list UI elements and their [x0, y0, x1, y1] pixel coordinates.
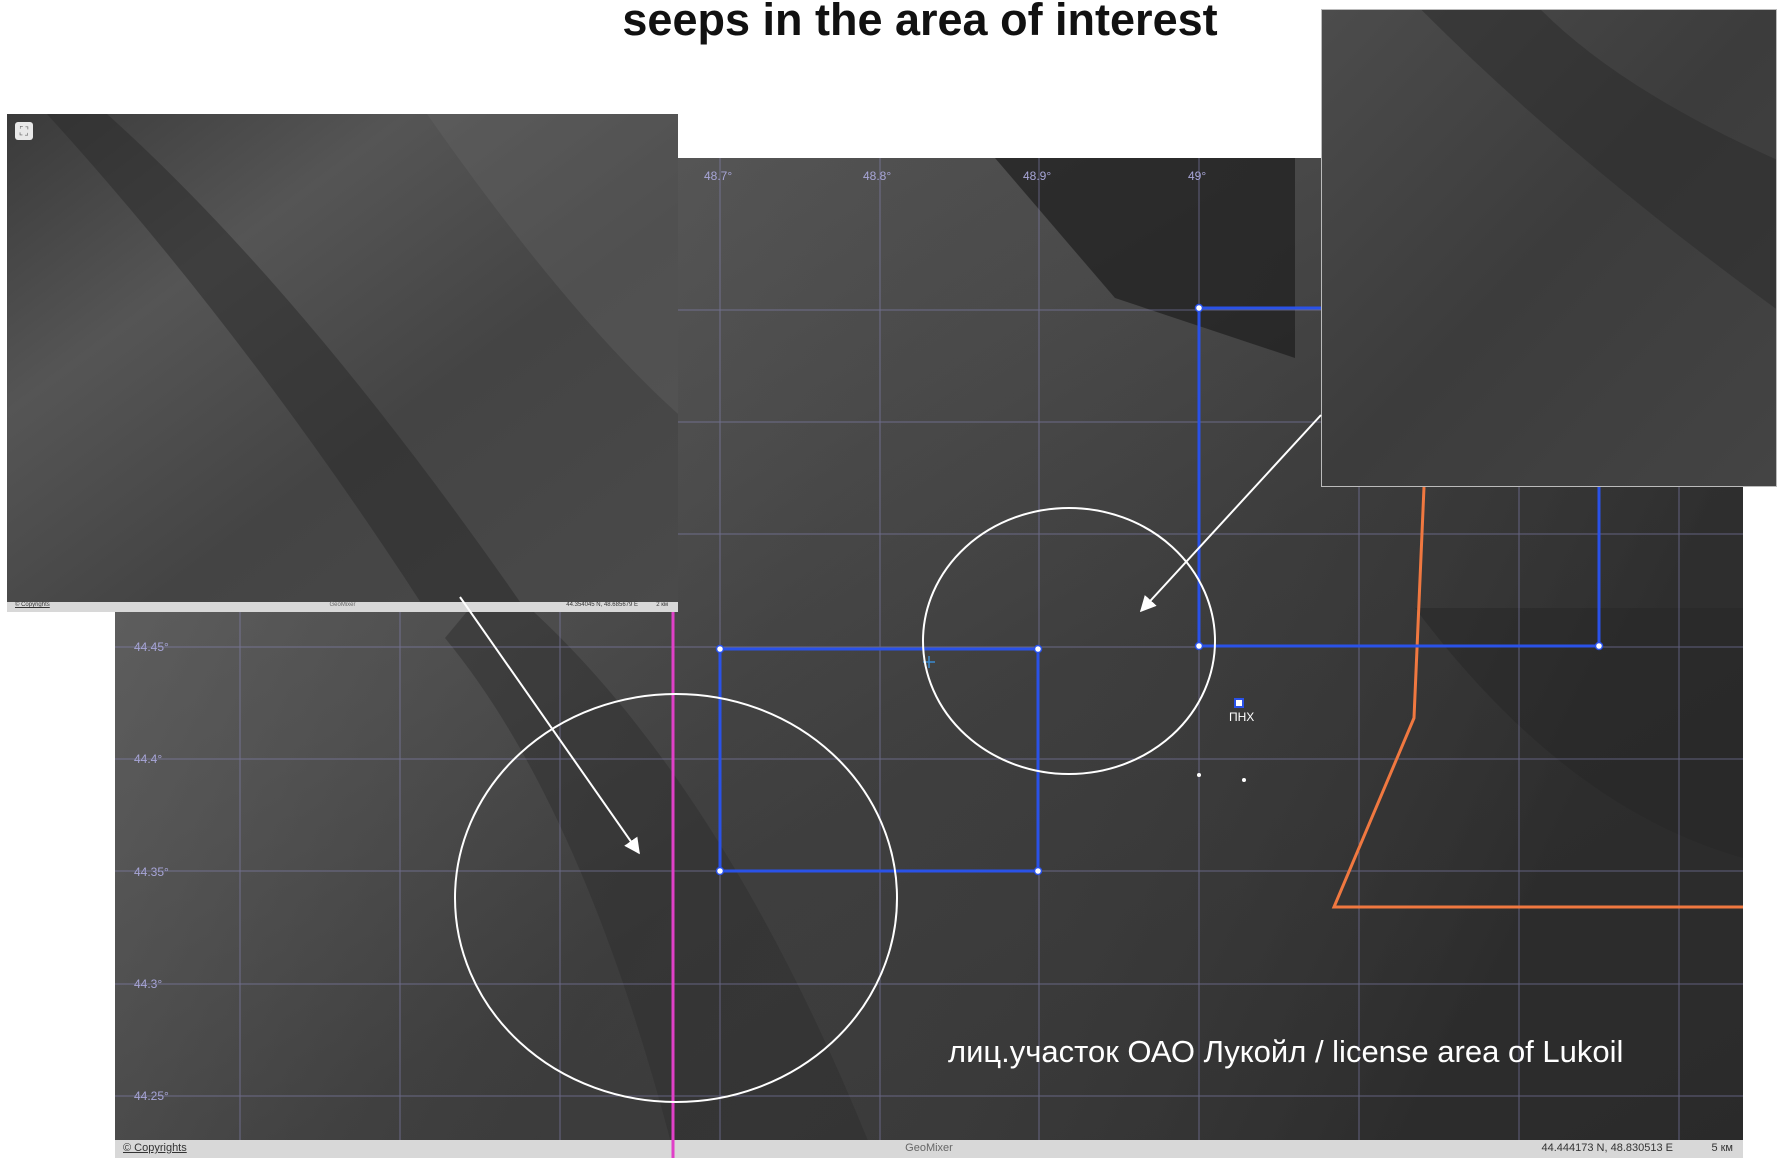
- inset-right-map[interactable]: [1321, 9, 1777, 487]
- inset-geomixer-brand: GeoMixer: [329, 602, 356, 608]
- lat-tick-44-35: 44.35°: [134, 865, 169, 879]
- inset-right-sar-image: [1322, 10, 1776, 486]
- lat-tick-44-45: 44.45°: [134, 640, 169, 654]
- inset-left-statusbar: © Copyrights GeoMixer 44.354045 N, 48.68…: [7, 602, 678, 612]
- geomixer-brand: GeoMixer: [905, 1142, 953, 1154]
- lat-tick-44-3: 44.3°: [134, 977, 163, 991]
- license-area-caption: лиц.участок ОАО Лукойл / license area of…: [948, 1034, 1624, 1069]
- inset-left-map[interactable]: ⛶ © Copyrights GeoMixer 44.354045 N, 48.…: [7, 114, 678, 612]
- inset-copyright-link[interactable]: © Copyrights: [15, 602, 50, 608]
- inset-left-sar-image: [7, 114, 678, 612]
- lat-tick-44-25: 44.25°: [134, 1089, 169, 1103]
- copyright-link[interactable]: © Copyrights: [123, 1142, 187, 1154]
- lat-tick-44-4: 44.4°: [134, 752, 163, 766]
- main-map-statusbar: © Copyrights GeoMixer 44.444173 N, 48.83…: [115, 1140, 1743, 1158]
- cursor-coordinates: 44.444173 N, 48.830513 E: [1541, 1142, 1673, 1154]
- expand-icon[interactable]: ⛶: [15, 122, 33, 140]
- inset-scale-bar-label: 2 км: [656, 602, 668, 608]
- lon-tick-48-8: 48.8°: [863, 169, 892, 183]
- lon-tick-48-9: 48.9°: [1023, 169, 1052, 183]
- inset-cursor-coordinates: 44.354045 N, 48.685679 E: [566, 602, 638, 608]
- platform-label: ПНХ: [1229, 710, 1255, 724]
- lon-tick-48-7: 48.7°: [704, 169, 733, 183]
- scale-bar-label: 5 км: [1711, 1142, 1733, 1154]
- page-title: seeps in the area of interest: [622, 0, 1218, 45]
- lon-tick-49: 49°: [1188, 169, 1207, 183]
